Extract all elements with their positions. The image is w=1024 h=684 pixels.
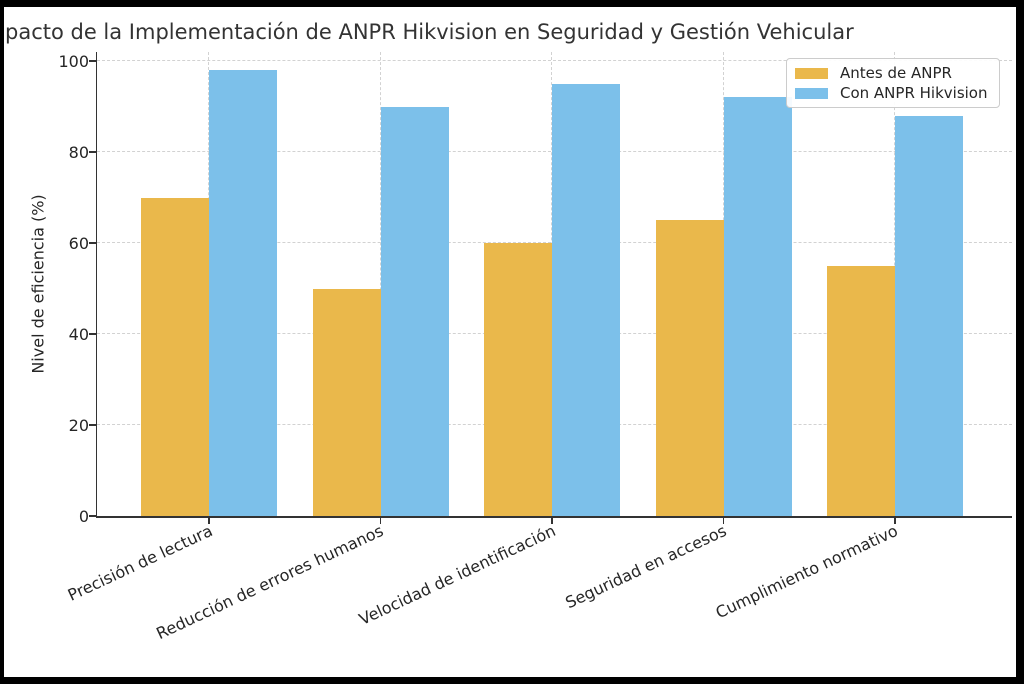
bar-con-0	[209, 70, 277, 516]
bar-con-3	[723, 97, 792, 516]
y-tick-label-100: 100	[58, 51, 89, 71]
y-tick-label-20: 20	[68, 415, 89, 435]
bar-antes-0	[141, 197, 209, 516]
gridline-h-100	[97, 60, 1012, 62]
legend-item-antes: Antes de ANPR	[795, 64, 991, 82]
x-tick-1	[379, 517, 382, 524]
bar-antes-2	[484, 243, 552, 516]
legend-item-con: Con ANPR Hikvision	[795, 84, 991, 102]
bar-antes-1	[312, 288, 381, 516]
y-tick-60	[88, 242, 96, 244]
x-tick-label-4: Cumplimiento normativo	[712, 521, 902, 623]
y-tick-100	[88, 60, 96, 62]
y-tick-label-80: 80	[68, 142, 89, 162]
legend-label-antes: Antes de ANPR	[840, 64, 952, 82]
bar-layer	[4, 7, 1016, 677]
y-tick-0	[88, 515, 96, 517]
legend-swatch-antes-icon	[795, 67, 828, 79]
y-tick-20	[88, 424, 96, 426]
y-tick-label-0: 0	[78, 506, 89, 526]
legend-swatch-con-icon	[795, 87, 828, 99]
y-tick-label-40: 40	[68, 324, 89, 344]
y-tick-80	[88, 151, 96, 153]
x-tick-0	[208, 517, 210, 524]
y-axis-spine	[95, 52, 97, 518]
y-tick-40	[88, 333, 96, 335]
x-axis-spine	[95, 516, 1012, 518]
chart-title: pacto de la Implementación de ANPR Hikvi…	[5, 20, 854, 44]
axis-layer: 0 20 40 60 80 100 Precisión de lectura Reducció…	[4, 7, 1016, 677]
legend-label-con: Con ANPR Hikvision	[840, 84, 988, 102]
chart-canvas: 0 20 40 60 80 100 Precisión de lectura Reducció…	[4, 7, 1016, 677]
bar-antes-3	[655, 220, 724, 516]
bar-con-4	[895, 115, 963, 516]
x-tick-4	[894, 517, 896, 524]
x-tick-label-0: Precisión de lectura	[64, 521, 216, 605]
bar-antes-4	[827, 265, 895, 516]
x-tick-3	[722, 517, 725, 524]
bar-con-1	[380, 106, 449, 516]
x-tick-2	[551, 517, 553, 524]
y-tick-label-60: 60	[68, 233, 89, 253]
gridline-v-1	[379, 52, 381, 516]
y-axis-label: Nivel de eficiencia (%)	[28, 194, 48, 374]
bar-con-2	[552, 83, 620, 516]
x-tick-label-3: Seguridad en accesos	[562, 521, 730, 613]
legend: Antes de ANPR Con ANPR Hikvision	[786, 58, 1000, 108]
